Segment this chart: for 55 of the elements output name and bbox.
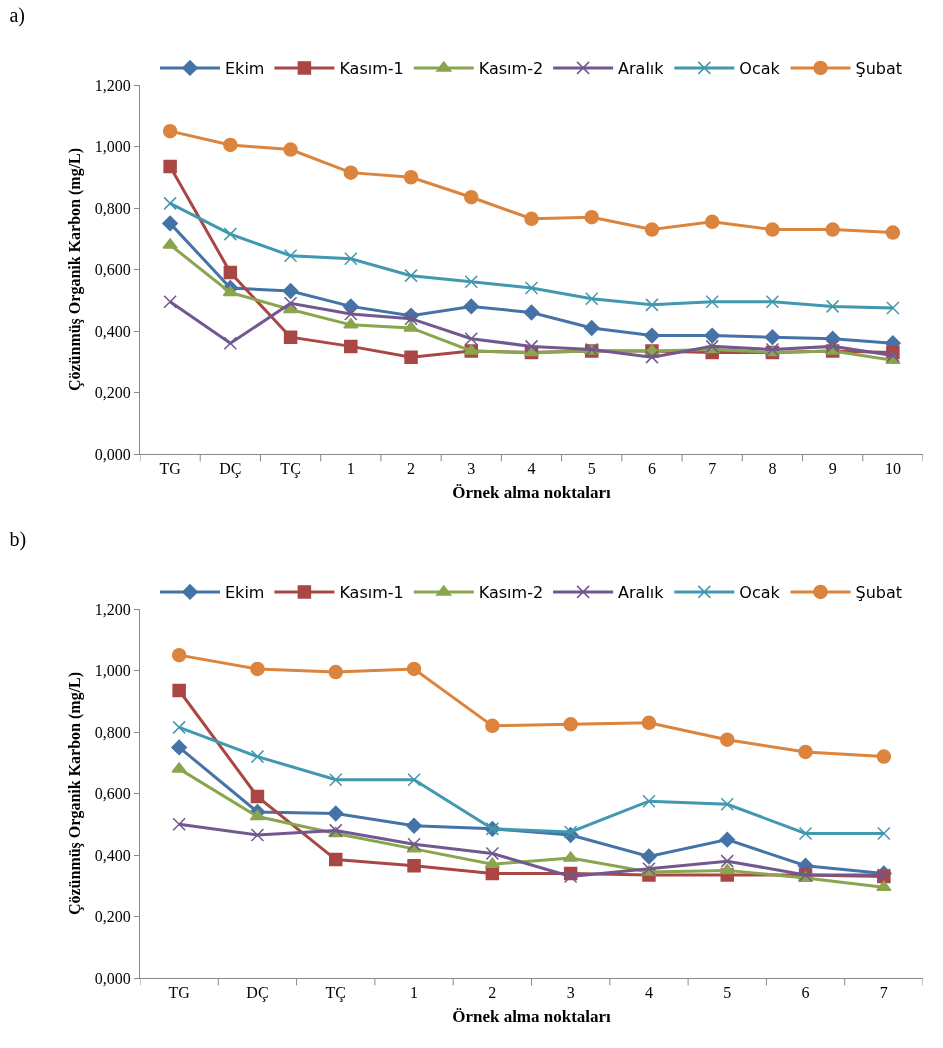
x-tick-label: DÇ (246, 984, 269, 1003)
legend-label: Kasım-1 (339, 583, 404, 603)
legend-label: Şubat (855, 59, 903, 79)
legend-label: Kasım-2 (478, 59, 544, 79)
x-tick-label: TG (159, 460, 182, 478)
x-axis-title: Örnek alma noktaları (452, 1006, 612, 1026)
y-tick-label: 0,000 (94, 445, 131, 463)
x-tick-label: 4 (644, 984, 653, 1002)
x-tick-label: 6 (647, 460, 656, 478)
legend-label: Aralık (618, 59, 665, 79)
x-tick-label: 5 (587, 460, 596, 478)
x-tick-label: 2 (407, 460, 416, 478)
x-tick-label: 2 (488, 984, 497, 1002)
y-tick-label: 1,000 (94, 662, 131, 680)
y-tick-label: 1,000 (94, 138, 131, 156)
x-tick-label: 1 (346, 460, 355, 478)
y-tick-label: 0,600 (94, 261, 131, 279)
chart-title: a) (9, 3, 25, 27)
x-tick-label: 7 (879, 984, 888, 1002)
y-tick-label: 1,200 (94, 600, 131, 618)
x-tick-label: 1 (410, 984, 419, 1002)
y-tick-label: 0,800 (94, 723, 131, 741)
chart-title: b) (9, 527, 27, 551)
x-tick-label: 8 (768, 460, 777, 478)
y-tick-label: 0,200 (94, 908, 131, 926)
x-tick-label: TG (168, 984, 191, 1002)
legend-label: Kasım-2 (478, 583, 544, 603)
legend-label: Aralık (618, 583, 665, 603)
y-tick-label: 0,400 (94, 322, 131, 340)
y-axis-title: Çözünmüş Organik Karbon (mg/L) (65, 671, 84, 916)
x-tick-label: TÇ (280, 460, 301, 479)
legend-label: Şubat (855, 583, 903, 603)
x-tick-label: DÇ (219, 460, 242, 479)
legend-label: Ekim (225, 583, 265, 603)
y-tick-label: 1,200 (94, 76, 131, 94)
x-tick-label: 3 (467, 460, 476, 478)
y-tick-label: 0,200 (94, 384, 131, 402)
x-tick-label: 9 (828, 460, 837, 478)
y-tick-label: 0,400 (94, 846, 131, 864)
x-tick-label: 7 (708, 460, 717, 478)
x-tick-label: 10 (884, 460, 901, 478)
y-tick-label: 0,800 (94, 199, 131, 217)
x-axis-title: Örnek alma noktaları (452, 482, 612, 502)
x-tick-label: 4 (527, 460, 536, 478)
x-tick-label: TÇ (325, 984, 346, 1003)
y-axis-title: Çözünmüş Organik Karbon (mg/L) (65, 147, 84, 392)
y-tick-label: 0,000 (94, 969, 131, 987)
legend-label: Kasım-1 (339, 59, 404, 79)
x-tick-label: 6 (801, 984, 810, 1002)
y-tick-label: 0,600 (94, 785, 131, 803)
legend-label: Ekim (225, 59, 265, 79)
x-tick-label: 5 (723, 984, 732, 1002)
legend-label: Ocak (739, 583, 781, 603)
x-tick-label: 3 (566, 984, 575, 1002)
legend-label: Ocak (739, 59, 781, 79)
